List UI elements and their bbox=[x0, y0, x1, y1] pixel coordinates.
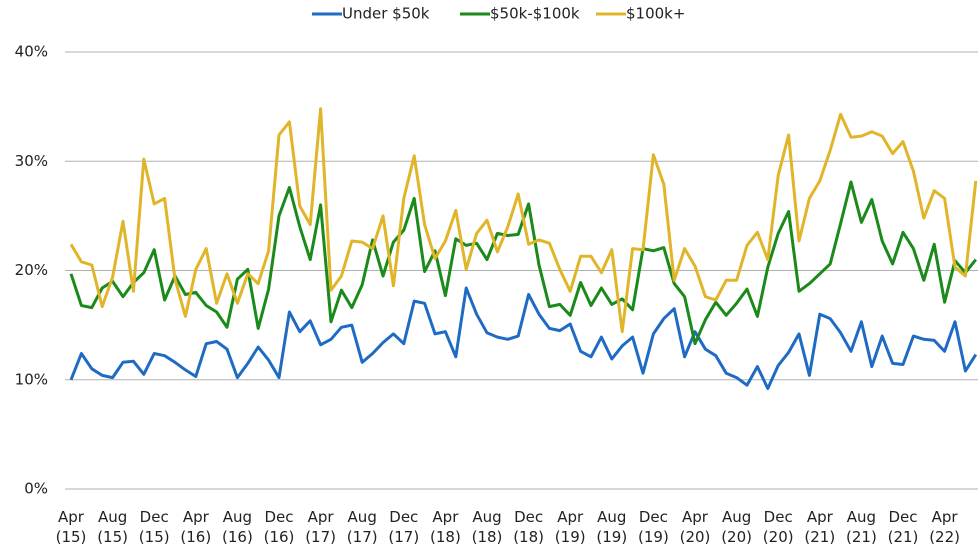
x-tick-label: Dec (15) bbox=[139, 508, 170, 546]
x-tick-label: Aug (21) bbox=[846, 508, 877, 546]
x-tick-label: Dec (18) bbox=[513, 508, 544, 546]
x-tick-label: Aug (17) bbox=[347, 508, 378, 546]
legend-label: $100k+ bbox=[626, 5, 685, 23]
x-tick-label: Apr (20) bbox=[680, 508, 711, 546]
x-tick-label: Apr (15) bbox=[56, 508, 87, 546]
legend-label: $50k-$100k bbox=[490, 5, 580, 23]
legend-label: Under $50k bbox=[342, 5, 430, 23]
x-tick-label: Aug (19) bbox=[596, 508, 627, 546]
x-tick-label: Aug (15) bbox=[97, 508, 128, 546]
x-tick-label: Apr (18) bbox=[430, 508, 461, 546]
x-tick-label: Apr (22) bbox=[929, 508, 960, 546]
y-tick-label: 30% bbox=[15, 152, 48, 170]
x-tick-label: Aug (18) bbox=[472, 508, 503, 546]
y-tick-label: 40% bbox=[15, 43, 48, 61]
x-tick-label: Apr (16) bbox=[180, 508, 211, 546]
y-tick-label: 10% bbox=[15, 370, 48, 388]
series-line bbox=[69, 286, 978, 390]
x-tick-label: Dec (17) bbox=[388, 508, 419, 546]
y-tick-label: 0% bbox=[24, 480, 48, 498]
x-tick-label: Apr (19) bbox=[555, 508, 586, 546]
y-tick-label: 20% bbox=[15, 261, 48, 279]
x-tick-label: Aug (16) bbox=[222, 508, 253, 546]
series-line bbox=[69, 107, 978, 334]
x-tick-label: Dec (19) bbox=[638, 508, 669, 546]
x-tick-label: Aug (20) bbox=[721, 508, 752, 546]
x-tick-label: Dec (16) bbox=[264, 508, 295, 546]
x-tick-label: Apr (21) bbox=[804, 508, 835, 546]
x-tick-label: Dec (21) bbox=[888, 508, 919, 546]
x-tick-label: Apr (17) bbox=[305, 508, 336, 546]
x-tick-label: Dec (20) bbox=[763, 508, 794, 546]
